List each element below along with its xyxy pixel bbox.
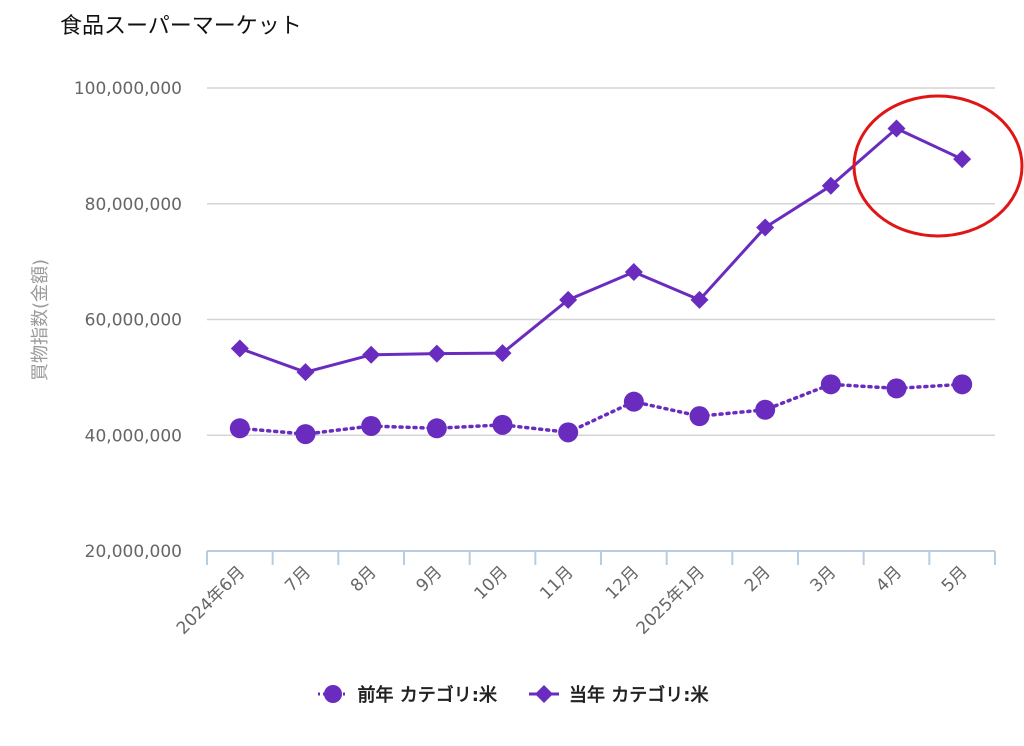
data-point[interactable] — [624, 263, 643, 282]
x-tick-label: 11月 — [536, 562, 577, 603]
chart-title: 食品スーパーマーケット — [60, 14, 302, 39]
data-point[interactable] — [690, 290, 709, 309]
x-tick-label: 12月 — [602, 562, 643, 603]
y-tick-label: 60,000,000 — [85, 311, 182, 331]
data-point[interactable] — [952, 374, 973, 395]
data-point[interactable] — [296, 363, 315, 382]
y-tick-label: 80,000,000 — [85, 195, 182, 215]
circle-marker-icon — [317, 685, 348, 703]
data-series — [229, 119, 973, 445]
data-point[interactable] — [821, 176, 840, 195]
x-tick-label: 2月 — [741, 562, 775, 596]
data-point[interactable] — [559, 290, 578, 309]
legend-label-current-year: 当年 カテゴリ:米 — [569, 685, 709, 706]
highlight-circle — [852, 94, 1024, 238]
data-point[interactable] — [953, 150, 972, 169]
series-line — [239, 127, 963, 374]
data-point[interactable] — [230, 339, 249, 358]
y-axis-label: 買物指数(金額) — [30, 259, 51, 381]
x-tick-label: 2025年1月 — [633, 562, 709, 638]
data-point[interactable] — [229, 418, 250, 439]
legend-item-previous-year[interactable]: 前年 カテゴリ:米 — [316, 681, 497, 707]
data-point[interactable] — [756, 218, 775, 237]
data-point[interactable] — [887, 119, 906, 138]
y-tick-label: 40,000,000 — [85, 426, 182, 446]
x-axis — [206, 550, 996, 565]
y-tick-label: 20,000,000 — [85, 542, 182, 562]
x-tick-label: 7月 — [281, 562, 315, 596]
data-point[interactable] — [362, 345, 381, 364]
data-point[interactable] — [755, 399, 776, 420]
x-tick-label: 5月 — [938, 562, 972, 596]
x-tick-label: 10月 — [471, 562, 512, 603]
diamond-marker-icon — [529, 685, 559, 703]
y-axis-tick-labels: 20,000,000 40,000,000 60,000,000 80,000,000… — [74, 79, 182, 562]
x-tick-label: 2024年6月 — [173, 562, 249, 638]
x-tick-label: 4月 — [872, 562, 906, 596]
x-tick-label: 9月 — [413, 562, 447, 596]
data-point[interactable] — [361, 415, 382, 436]
data-point[interactable] — [426, 418, 447, 439]
data-point[interactable] — [493, 344, 512, 363]
legend: 前年 カテゴリ:米 当年 カテゴリ:米 — [0, 676, 1024, 712]
data-point[interactable] — [558, 422, 579, 443]
data-point[interactable] — [820, 374, 841, 395]
x-tick-label: 3月 — [807, 562, 841, 596]
data-point[interactable] — [623, 391, 644, 412]
x-tick-label: 8月 — [347, 562, 381, 596]
data-point[interactable] — [427, 344, 446, 363]
data-point[interactable] — [295, 424, 316, 445]
grid-lines — [207, 87, 995, 436]
data-point[interactable] — [492, 414, 513, 435]
legend-item-current-year[interactable]: 当年 カテゴリ:米 — [527, 681, 708, 707]
data-point[interactable] — [689, 406, 710, 427]
line-chart: 20,000,000 40,000,000 60,000,000 80,000,000… — [30, 79, 1024, 639]
y-tick-label: 100,000,000 — [74, 79, 182, 99]
data-point[interactable] — [886, 378, 907, 399]
series-line — [238, 382, 964, 436]
legend-label-previous-year: 前年 カテゴリ:米 — [357, 685, 497, 706]
